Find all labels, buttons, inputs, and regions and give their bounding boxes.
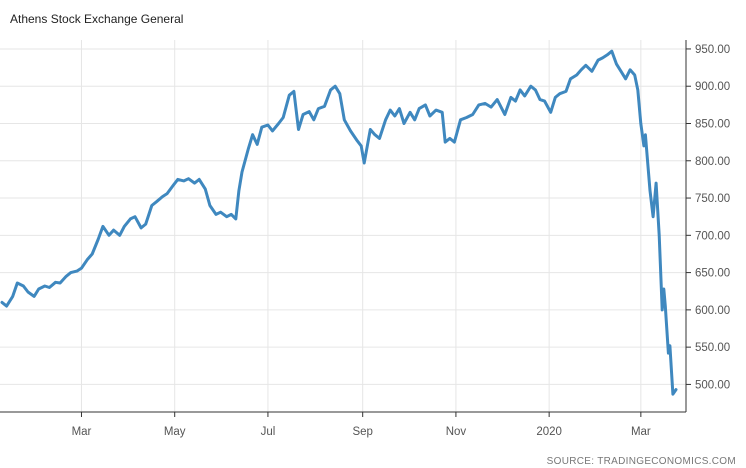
y-tick-label: 500.00 [695, 379, 730, 391]
x-tick-label: May [164, 426, 186, 438]
y-tick-label: 850.00 [695, 118, 730, 130]
y-tick-label: 900.00 [695, 81, 730, 93]
x-tick-label: Sep [352, 426, 372, 438]
y-tick-label: 950.00 [695, 44, 730, 56]
y-tick-label: 700.00 [695, 230, 730, 242]
y-tick-label: 550.00 [695, 342, 730, 354]
x-tick-label: Mar [631, 426, 651, 438]
y-tick-label: 600.00 [695, 305, 730, 317]
source-attribution: SOURCE: TRADINGECONOMICS.COM [547, 456, 736, 467]
x-tick-label: Mar [72, 426, 92, 438]
series-line [2, 51, 676, 394]
y-tick-label: 800.00 [695, 156, 730, 168]
x-tick-label: Nov [446, 426, 467, 438]
x-axis: Mar May Jul Sep Nov 2020 Mar [0, 412, 686, 438]
y-axis: 950.00 900.00 850.00 800.00 750.00 700.00 650.… [686, 40, 730, 412]
y-tick-label: 750.00 [695, 193, 730, 205]
x-tick-label: Jul [261, 426, 276, 438]
x-tick-label: 2020 [536, 426, 562, 438]
series-layer [2, 51, 676, 394]
y-tick-label: 650.00 [695, 268, 730, 280]
